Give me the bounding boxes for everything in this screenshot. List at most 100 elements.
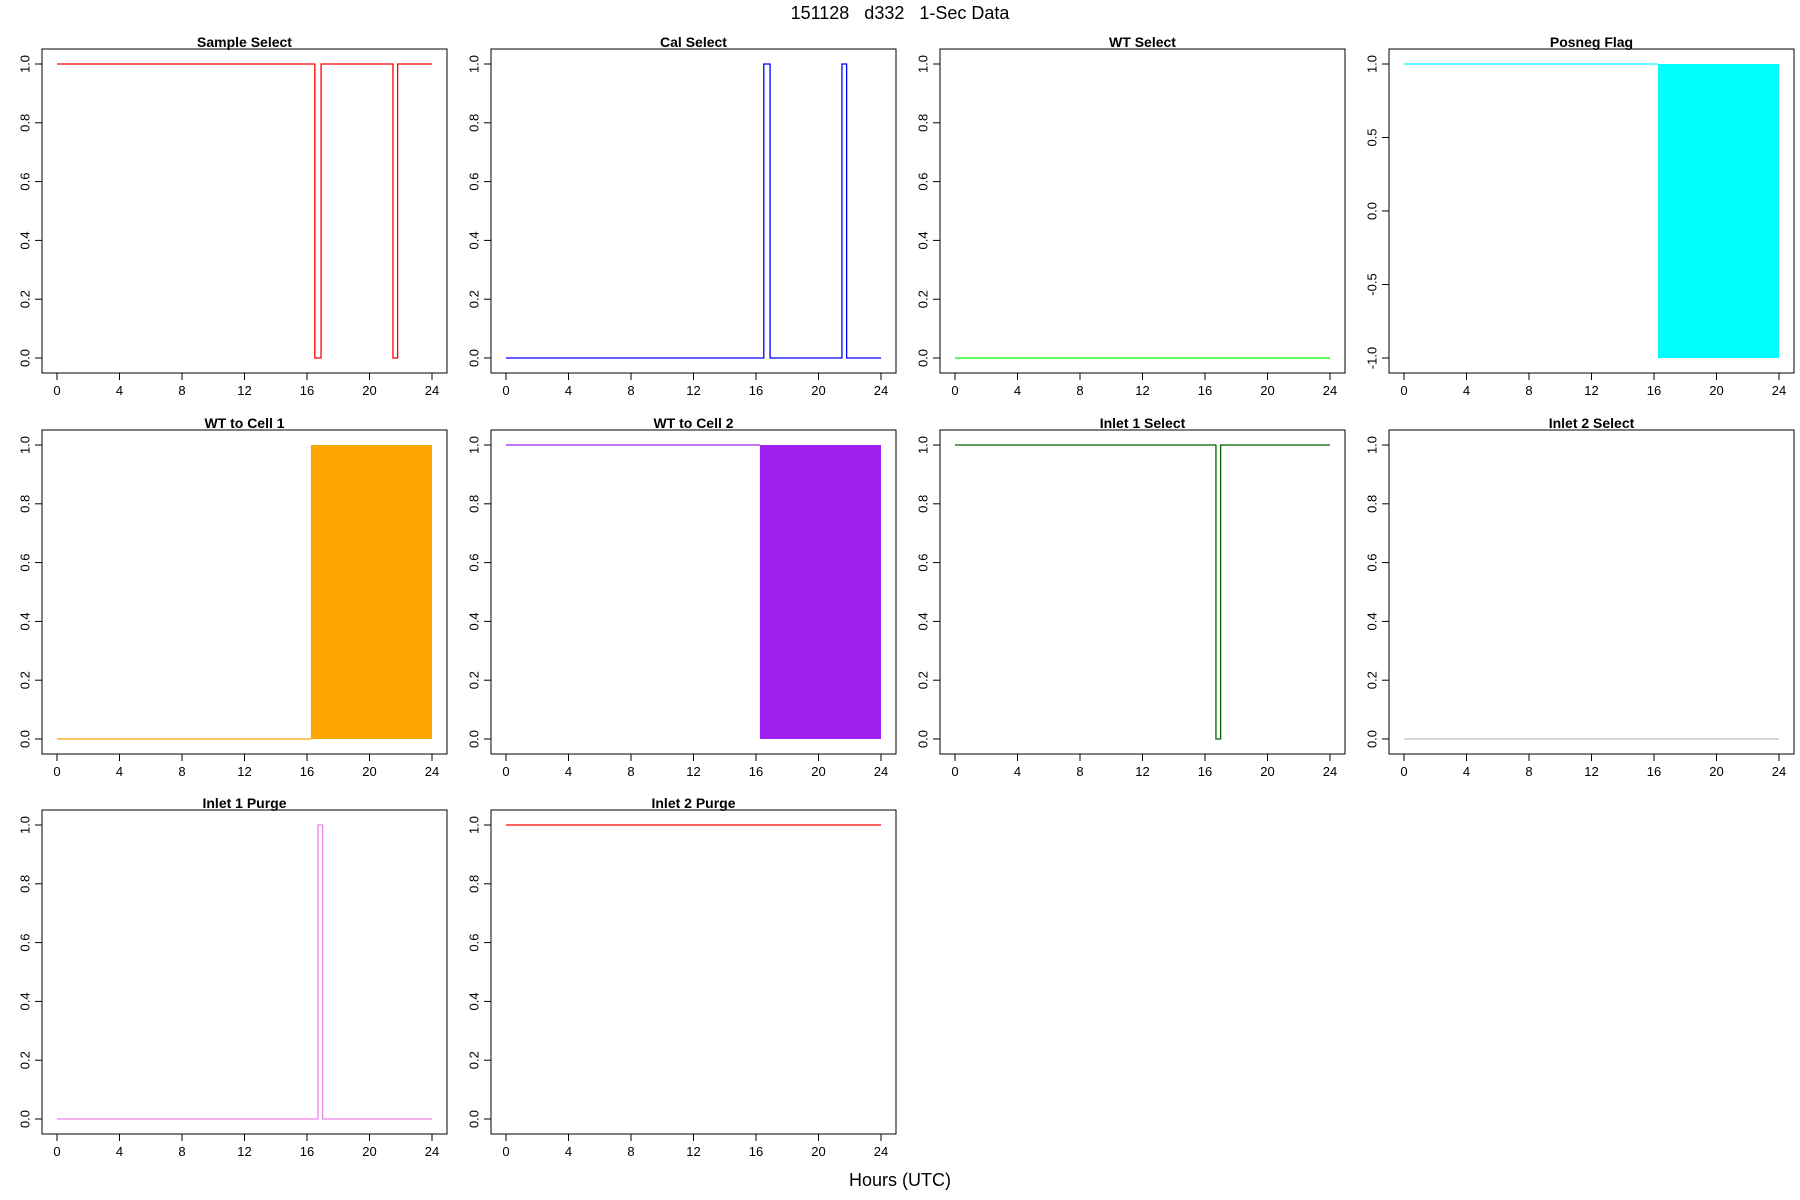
x-tick-label: 4 [565,383,572,398]
plot-frame [490,809,897,1135]
y-tick-label: 0.8 [466,495,481,513]
y-tick-label: 0.4 [915,231,930,249]
y-tick-label: 0.6 [17,554,32,572]
y-tick-label: 0.0 [466,730,481,748]
y-tick-label: 0.8 [1364,495,1379,513]
panel-title: WT Select [1109,34,1176,50]
x-tick-label: 0 [951,383,958,398]
y-tick-label: 0.5 [1364,128,1379,146]
y-tick-label: 0.8 [17,495,32,513]
y-tick-label: 0.0 [466,349,481,367]
x-tick-label: 4 [116,383,123,398]
y-tick-label: 0.8 [915,495,930,513]
panel-title: Inlet 1 Select [1100,415,1186,431]
chart-panel-7: Inlet 1 Select 0 4 8 12 16 20 24 0.0 0.2 0.4 0.6 0.8… [915,415,1346,779]
panel-title: WT to Cell 2 [653,415,733,431]
chart-panel-5: WT to Cell 1 0 4 8 12 16 20 24 0.0 0.2 0.4 0.6 0.8 1.… [17,415,448,779]
page-title: 151128 d332 1-Sec Data [790,3,1010,23]
data-band [759,445,881,739]
x-tick-label: 16 [749,1144,763,1159]
x-axis-label: Hours (UTC) [849,1170,951,1190]
x-tick-label: 12 [686,1144,700,1159]
data-series-line [57,824,432,1120]
x-tick-label: 16 [1647,764,1661,779]
y-tick-label: 0.2 [1364,671,1379,689]
y-tick-label: 0.6 [466,934,481,952]
x-tick-label: 16 [300,383,314,398]
x-tick-label: 20 [1709,383,1723,398]
chart-panel-10: Inlet 2 Purge 0 4 8 12 16 20 24 0.0 0.2 0.4 0.6 0.8 1… [466,795,897,1159]
plot-frame [41,809,448,1135]
y-tick-label: 0.0 [17,1110,32,1128]
y-tick-label: 1.0 [17,55,32,73]
y-tick-label: 1.0 [1364,55,1379,73]
y-tick-label: 0.4 [1364,612,1379,630]
x-tick-label: 8 [627,764,634,779]
y-tick-label: 1.0 [915,436,930,454]
y-tick-label: 0.0 [466,1110,481,1128]
x-tick-label: 24 [1772,764,1786,779]
y-tick-label: 0.4 [17,231,32,249]
y-tick-label: 0.0 [915,730,930,748]
x-tick-label: 12 [686,764,700,779]
y-tick-label: 0.6 [466,554,481,572]
x-tick-label: 16 [300,1144,314,1159]
y-tick-label: 1.0 [466,436,481,454]
data-series-line [506,63,881,359]
y-tick-label: 0.4 [17,992,32,1010]
x-tick-label: 24 [874,383,888,398]
data-band [310,445,432,739]
x-tick-label: 20 [362,764,376,779]
x-tick-label: 8 [178,1144,185,1159]
y-tick-label: 0.0 [915,349,930,367]
y-tick-label: 0.0 [1364,730,1379,748]
panel-title: Posneg Flag [1550,34,1633,50]
plot-frame [939,48,1346,374]
x-tick-label: 16 [749,764,763,779]
x-tick-label: 12 [237,1144,251,1159]
y-tick-label: 0.8 [915,114,930,132]
x-tick-label: 4 [116,1144,123,1159]
y-tick-label: 1.0 [466,816,481,834]
y-tick-label: 0.8 [17,114,32,132]
x-tick-label: 8 [178,764,185,779]
data-band [1657,64,1779,358]
y-tick-label: 0.6 [1364,554,1379,572]
y-tick-label: 0.4 [466,612,481,630]
y-tick-label: 0.0 [17,730,32,748]
x-tick-label: 20 [811,1144,825,1159]
x-tick-label: 8 [627,383,634,398]
panel-title: Sample Select [197,34,292,50]
x-tick-label: 0 [1400,383,1407,398]
plot-frame [41,48,448,374]
panel-title: Inlet 1 Purge [202,795,286,811]
y-tick-label: 0.6 [466,173,481,191]
x-tick-label: 8 [627,1144,634,1159]
y-tick-label: 0.4 [17,612,32,630]
chart-panel-1: Sample Select 0 4 8 12 16 20 24 0.0 0.2 0.4 0.6 0.8 1… [17,34,448,398]
x-tick-label: 20 [362,1144,376,1159]
x-tick-label: 20 [811,764,825,779]
y-tick-label: 0.2 [466,1051,481,1069]
x-tick-label: 0 [502,383,509,398]
x-tick-label: 8 [1525,764,1532,779]
y-tick-label: 0.4 [915,612,930,630]
plot-frame [939,429,1346,755]
x-tick-label: 24 [874,1144,888,1159]
x-tick-label: 24 [1323,383,1337,398]
x-tick-label: 16 [300,764,314,779]
x-tick-label: 24 [874,764,888,779]
x-tick-label: 20 [362,383,376,398]
x-tick-label: 8 [178,383,185,398]
y-tick-label: 1.0 [915,55,930,73]
y-tick-label: -1.0 [1364,347,1379,369]
chart-panel-9: Inlet 1 Purge 0 4 8 12 16 20 24 0.0 0.2 0.4 0.6 0.8 1… [17,795,448,1159]
y-tick-label: 1.0 [17,436,32,454]
x-tick-label: 4 [565,764,572,779]
y-tick-label: 0.2 [466,290,481,308]
x-tick-label: 4 [1463,383,1470,398]
y-tick-label: 0.2 [17,671,32,689]
y-tick-label: 0.2 [915,290,930,308]
panel-title: Cal Select [660,34,727,50]
y-tick-label: 1.0 [466,55,481,73]
